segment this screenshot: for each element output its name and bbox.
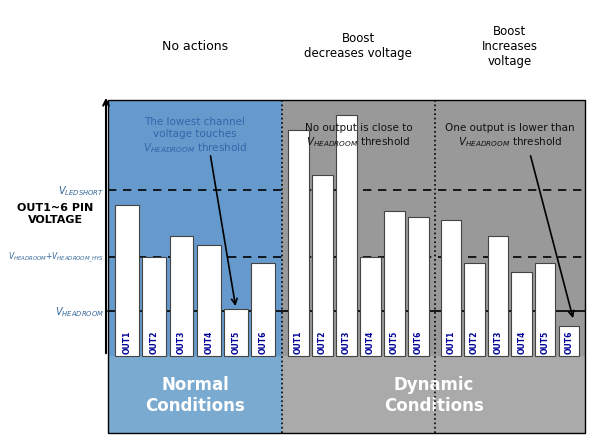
Text: Normal
Conditions: Normal Conditions [145, 375, 245, 414]
Text: OUT3: OUT3 [494, 330, 503, 353]
Bar [224, 310, 248, 356]
Bar [108, 101, 282, 356]
Text: Boost
Increases
voltage: Boost Increases voltage [482, 25, 538, 67]
Text: OUT2: OUT2 [149, 330, 159, 353]
Text: OUT3: OUT3 [342, 330, 351, 353]
Text: OUT6: OUT6 [414, 330, 422, 353]
Text: $V_{HEADROOM}$+$V_{HEADROOM\_HYS}$: $V_{HEADROOM}$+$V_{HEADROOM\_HYS}$ [8, 250, 104, 264]
Text: Boost
decreases voltage: Boost decreases voltage [305, 32, 412, 60]
Bar [512, 272, 532, 356]
Text: OUT2: OUT2 [318, 330, 327, 353]
Bar [312, 176, 333, 356]
Bar [488, 236, 508, 356]
Bar [336, 116, 357, 356]
Bar [360, 257, 381, 356]
Text: OUT5: OUT5 [541, 330, 550, 353]
Text: OUT6: OUT6 [564, 330, 573, 353]
Text: OUT3: OUT3 [177, 330, 186, 353]
Text: OUT1: OUT1 [294, 330, 303, 353]
Bar [282, 101, 585, 356]
Text: OUT5: OUT5 [231, 330, 240, 353]
Bar [464, 263, 485, 356]
Text: OUT1: OUT1 [123, 330, 131, 353]
Bar [441, 221, 461, 356]
Text: OUT1: OUT1 [446, 330, 456, 353]
Text: $V_{HEADROOM}$: $V_{HEADROOM}$ [55, 304, 104, 318]
Bar [408, 218, 428, 356]
Bar [288, 131, 309, 356]
Bar [108, 101, 585, 433]
Text: OUT4: OUT4 [204, 330, 213, 353]
Bar [170, 236, 193, 356]
Text: Dynamic
Conditions: Dynamic Conditions [384, 375, 483, 414]
Text: No output is close to
$V_{HEADROOM}$ threshold: No output is close to $V_{HEADROOM}$ thr… [305, 123, 412, 149]
Text: OUT1~6 PIN
VOLTAGE: OUT1~6 PIN VOLTAGE [17, 203, 93, 224]
Text: OUT2: OUT2 [470, 330, 479, 353]
Text: OUT4: OUT4 [366, 330, 375, 353]
Bar [197, 245, 221, 356]
Bar [115, 206, 139, 356]
Bar [559, 326, 579, 356]
Text: No actions: No actions [162, 39, 228, 53]
Text: OUT4: OUT4 [517, 330, 526, 353]
Text: OUT5: OUT5 [390, 330, 399, 353]
Bar [535, 263, 556, 356]
Bar [142, 257, 166, 356]
Text: The lowest channel
voltage touches
$V_{HEADROOM}$ threshold: The lowest channel voltage touches $V_{H… [143, 117, 247, 155]
Text: $V_{LEDSHORT}$: $V_{LEDSHORT}$ [58, 184, 104, 198]
Bar [252, 263, 275, 356]
Bar [384, 212, 405, 356]
Text: OUT6: OUT6 [259, 330, 268, 353]
Bar [282, 356, 585, 433]
Bar [108, 356, 282, 433]
Text: One output is lower than
$V_{HEADROOM}$ threshold: One output is lower than $V_{HEADROOM}$ … [445, 123, 575, 149]
